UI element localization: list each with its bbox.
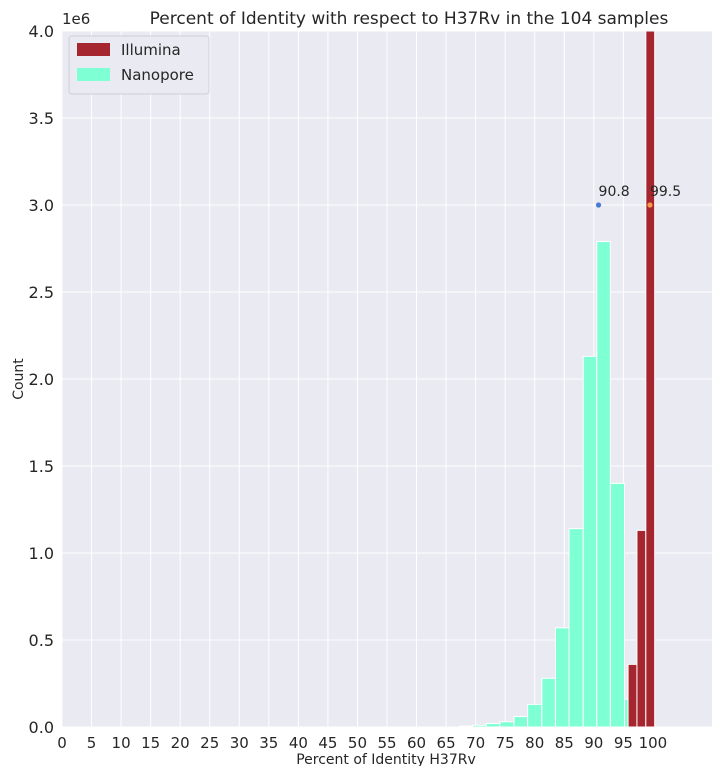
y-tick-labels: 0.0 0.5 1.0 1.5 2.0 2.5 3.0 3.5 4.0 [29, 22, 54, 737]
x-tick-label: 15 [141, 734, 160, 752]
y-tick-label: 0.0 [29, 718, 54, 737]
nanopore-bar [459, 725, 474, 728]
illumina-bars [627, 30, 656, 728]
x-tick-label: 25 [200, 734, 219, 752]
x-tick-label: 60 [407, 734, 426, 752]
y-tick-label: 2.0 [29, 370, 54, 389]
nanopore-bar [609, 482, 626, 728]
x-tick-label: 40 [289, 734, 308, 752]
annotation-marker-1 [647, 202, 653, 208]
x-tick-label: 55 [377, 734, 396, 752]
x-tick-label: 35 [259, 734, 278, 752]
legend-swatch-nanopore [77, 68, 110, 81]
nanopore-bars [459, 241, 639, 728]
annotation-label-1: 99.5 [650, 184, 681, 200]
y-tick-label: 3.0 [29, 196, 54, 215]
annotation-marker-0 [595, 202, 602, 208]
nanopore-bar [582, 355, 598, 728]
nanopore-bar [485, 723, 501, 728]
nanopore-bar [513, 716, 529, 728]
x-tick-label: 20 [171, 734, 190, 752]
nanopore-bar [568, 528, 584, 728]
nanopore-bar [527, 703, 543, 728]
x-tick-label: 75 [496, 734, 515, 752]
nanopore-bar [472, 724, 487, 728]
x-tick-label: 45 [318, 734, 337, 752]
x-tick-label: 85 [555, 734, 574, 752]
legend: Illumina Nanopore [68, 35, 210, 95]
x-tick-label: 30 [230, 734, 249, 752]
annotations: 90.8 99.5 [595, 184, 681, 208]
chart-title: Percent of Identity with respect to H37R… [150, 9, 669, 29]
illumina-bar [636, 529, 647, 728]
x-tick-label: 90 [584, 734, 603, 752]
x-tick-label: 5 [87, 734, 97, 752]
nanopore-bar [554, 627, 570, 728]
y-tick-label: 2.5 [29, 283, 54, 302]
illumina-bar [627, 663, 638, 728]
nanopore-bar [596, 241, 611, 728]
y-tick-label: 4.0 [29, 22, 54, 41]
x-tick-label: 65 [437, 734, 456, 752]
y-tick-label: 1.0 [29, 544, 54, 563]
x-tick-label: 0 [57, 734, 67, 752]
nanopore-bar [499, 721, 515, 728]
x-tick-label: 70 [466, 734, 485, 752]
y-tick-label: 0.5 [29, 631, 54, 650]
x-tick-label: 100 [639, 734, 668, 752]
y-axis-label: Count [11, 358, 27, 400]
illumina-bar [645, 30, 656, 728]
x-tick-label: 10 [112, 734, 131, 752]
y-tick-label: 1.5 [29, 457, 54, 476]
x-tick-labels: 0 5 10 15 20 25 30 35 40 45 50 55 60 65 70 75 80 85 90 95 10… [57, 734, 667, 752]
legend-label-illumina: Illumina [121, 41, 181, 59]
y-tick-label: 3.5 [29, 109, 54, 128]
annotation-label-0: 90.8 [599, 184, 630, 200]
legend-swatch-illumina [77, 43, 110, 56]
y-offset-label: 1e6 [62, 10, 90, 28]
x-tick-label: 50 [348, 734, 367, 752]
legend-label-nanopore: Nanopore [121, 66, 194, 84]
nanopore-bar [541, 677, 556, 728]
x-axis-label: Percent of Identity H37Rv [296, 752, 476, 766]
x-tick-label: 80 [525, 734, 544, 752]
x-tick-label: 95 [614, 734, 633, 752]
